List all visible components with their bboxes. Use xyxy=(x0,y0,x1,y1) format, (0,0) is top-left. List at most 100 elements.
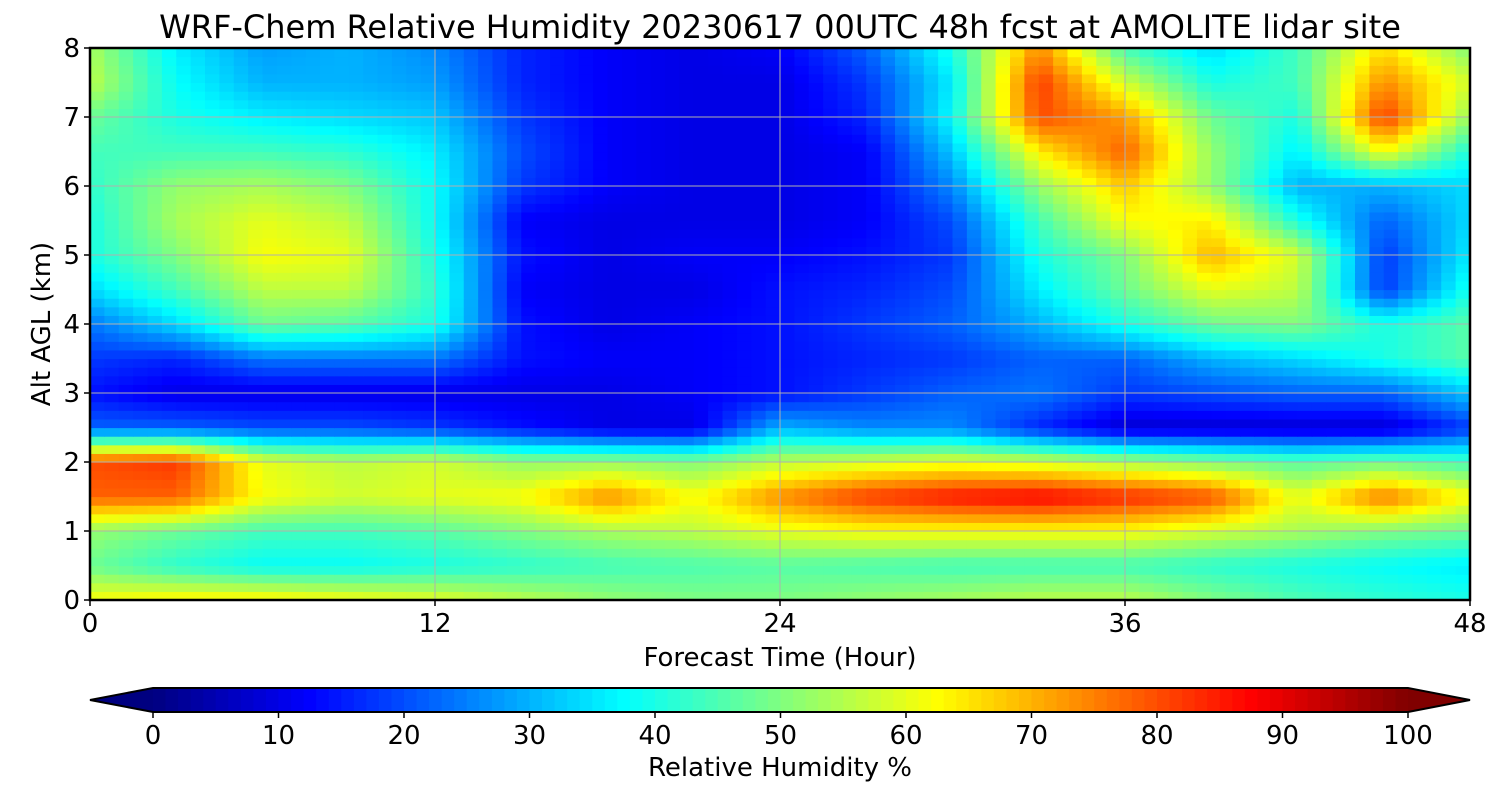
heatmap-cell xyxy=(1441,306,1457,316)
heatmap-cell xyxy=(1240,168,1255,178)
heatmap-cell xyxy=(708,401,724,411)
heatmap-cell xyxy=(276,462,292,472)
heatmap-cell xyxy=(1283,574,1299,584)
heatmap-cell xyxy=(1441,255,1457,265)
heatmap-cell xyxy=(420,539,436,549)
heatmap-cell xyxy=(995,470,1011,480)
heatmap-cell xyxy=(104,531,120,541)
heatmap-cell xyxy=(305,384,321,394)
heatmap-cell xyxy=(1225,229,1241,239)
heatmap-cell xyxy=(1455,453,1470,463)
heatmap-cell xyxy=(981,565,997,575)
heatmap-cell xyxy=(1412,341,1428,351)
heatmap-cell xyxy=(1038,280,1054,291)
heatmap-cell xyxy=(118,513,134,523)
heatmap-cell xyxy=(736,522,752,532)
heatmap-cell xyxy=(837,298,853,308)
heatmap-cell xyxy=(1326,203,1342,213)
heatmap-cell xyxy=(765,410,781,420)
heatmap-cell xyxy=(1038,393,1054,403)
heatmap-cell xyxy=(866,487,882,498)
heatmap-cell xyxy=(1369,211,1385,222)
heatmap-cell xyxy=(363,220,379,230)
heatmap-cell xyxy=(1110,522,1126,532)
heatmap-cell xyxy=(219,470,235,480)
heatmap-cell xyxy=(406,211,422,222)
heatmap-cell xyxy=(679,453,695,463)
heatmap-cell xyxy=(550,531,565,541)
heatmap-cell xyxy=(1153,289,1169,299)
heatmap-cell xyxy=(320,393,335,403)
heatmap-cell xyxy=(938,375,954,385)
heatmap-cell xyxy=(1297,565,1313,575)
heatmap-cell xyxy=(1053,418,1069,429)
heatmap-cell xyxy=(938,332,954,342)
heatmap-cell xyxy=(334,565,350,575)
heatmap-cell xyxy=(736,272,752,282)
heatmap-cell xyxy=(1081,565,1097,575)
heatmap-cell xyxy=(147,186,163,196)
heatmap-cell xyxy=(248,298,264,308)
heatmap-cell xyxy=(233,479,249,489)
heatmap-cell xyxy=(1182,358,1198,368)
heatmap-cell xyxy=(377,505,393,515)
heatmap-cell xyxy=(1283,444,1299,454)
heatmap-cell xyxy=(794,384,810,394)
heatmap-cell xyxy=(952,531,968,541)
heatmap-cell xyxy=(1383,332,1399,342)
heatmap-cell xyxy=(118,280,134,291)
heatmap-cell xyxy=(104,470,120,480)
heatmap-cell xyxy=(679,280,695,291)
heatmap-cell xyxy=(1240,410,1255,420)
heatmap-cell xyxy=(765,255,781,265)
heatmap-cell xyxy=(923,332,939,342)
heatmap-cell xyxy=(334,591,350,600)
heatmap-cell xyxy=(1383,444,1399,454)
heatmap-cell xyxy=(866,280,882,291)
heatmap-cell xyxy=(406,505,422,515)
heatmap-cell xyxy=(938,177,954,187)
heatmap-cell xyxy=(607,574,623,584)
heatmap-cell xyxy=(449,496,465,506)
heatmap-cell xyxy=(391,582,407,592)
heatmap-cell xyxy=(636,556,652,567)
heatmap-cell xyxy=(506,531,522,541)
heatmap-cell xyxy=(506,375,522,385)
heatmap-cell xyxy=(161,367,177,377)
heatmap-cell xyxy=(1096,263,1112,273)
heatmap-cell xyxy=(1340,332,1356,342)
heatmap-cell xyxy=(650,565,666,575)
heatmap-cell xyxy=(1340,505,1356,515)
heatmap-cell xyxy=(449,186,465,196)
heatmap-cell xyxy=(564,367,580,377)
heatmap-cell xyxy=(506,272,522,282)
heatmap-cell xyxy=(176,315,192,325)
heatmap-cell xyxy=(866,194,882,204)
heatmap-cell xyxy=(118,263,134,273)
heatmap-cell xyxy=(1139,186,1155,196)
heatmap-cell xyxy=(1182,513,1198,523)
heatmap-cell xyxy=(866,168,882,178)
heatmap-cell xyxy=(621,272,637,282)
heatmap-cell xyxy=(1297,272,1313,282)
heatmap-cell xyxy=(1096,582,1112,592)
heatmap-cell xyxy=(233,194,249,204)
heatmap-cell xyxy=(535,470,551,480)
heatmap-cell xyxy=(535,487,551,498)
heatmap-cell xyxy=(722,315,738,325)
heatmap-cell xyxy=(1053,384,1069,394)
heatmap-cell xyxy=(1383,168,1399,178)
heatmap-cell xyxy=(262,255,278,265)
heatmap-cell xyxy=(1081,349,1097,360)
heatmap-cell xyxy=(1067,367,1083,377)
heatmap-cell xyxy=(564,272,580,282)
heatmap-cell xyxy=(751,220,767,230)
heatmap-cell xyxy=(866,375,882,385)
heatmap-cell xyxy=(1398,505,1414,515)
heatmap-cell xyxy=(1110,151,1126,161)
heatmap-cell xyxy=(104,427,120,437)
heatmap-cell xyxy=(1211,349,1227,360)
heatmap-cell xyxy=(650,280,666,291)
heatmap-cell xyxy=(650,211,666,222)
heatmap-cell xyxy=(837,505,853,515)
